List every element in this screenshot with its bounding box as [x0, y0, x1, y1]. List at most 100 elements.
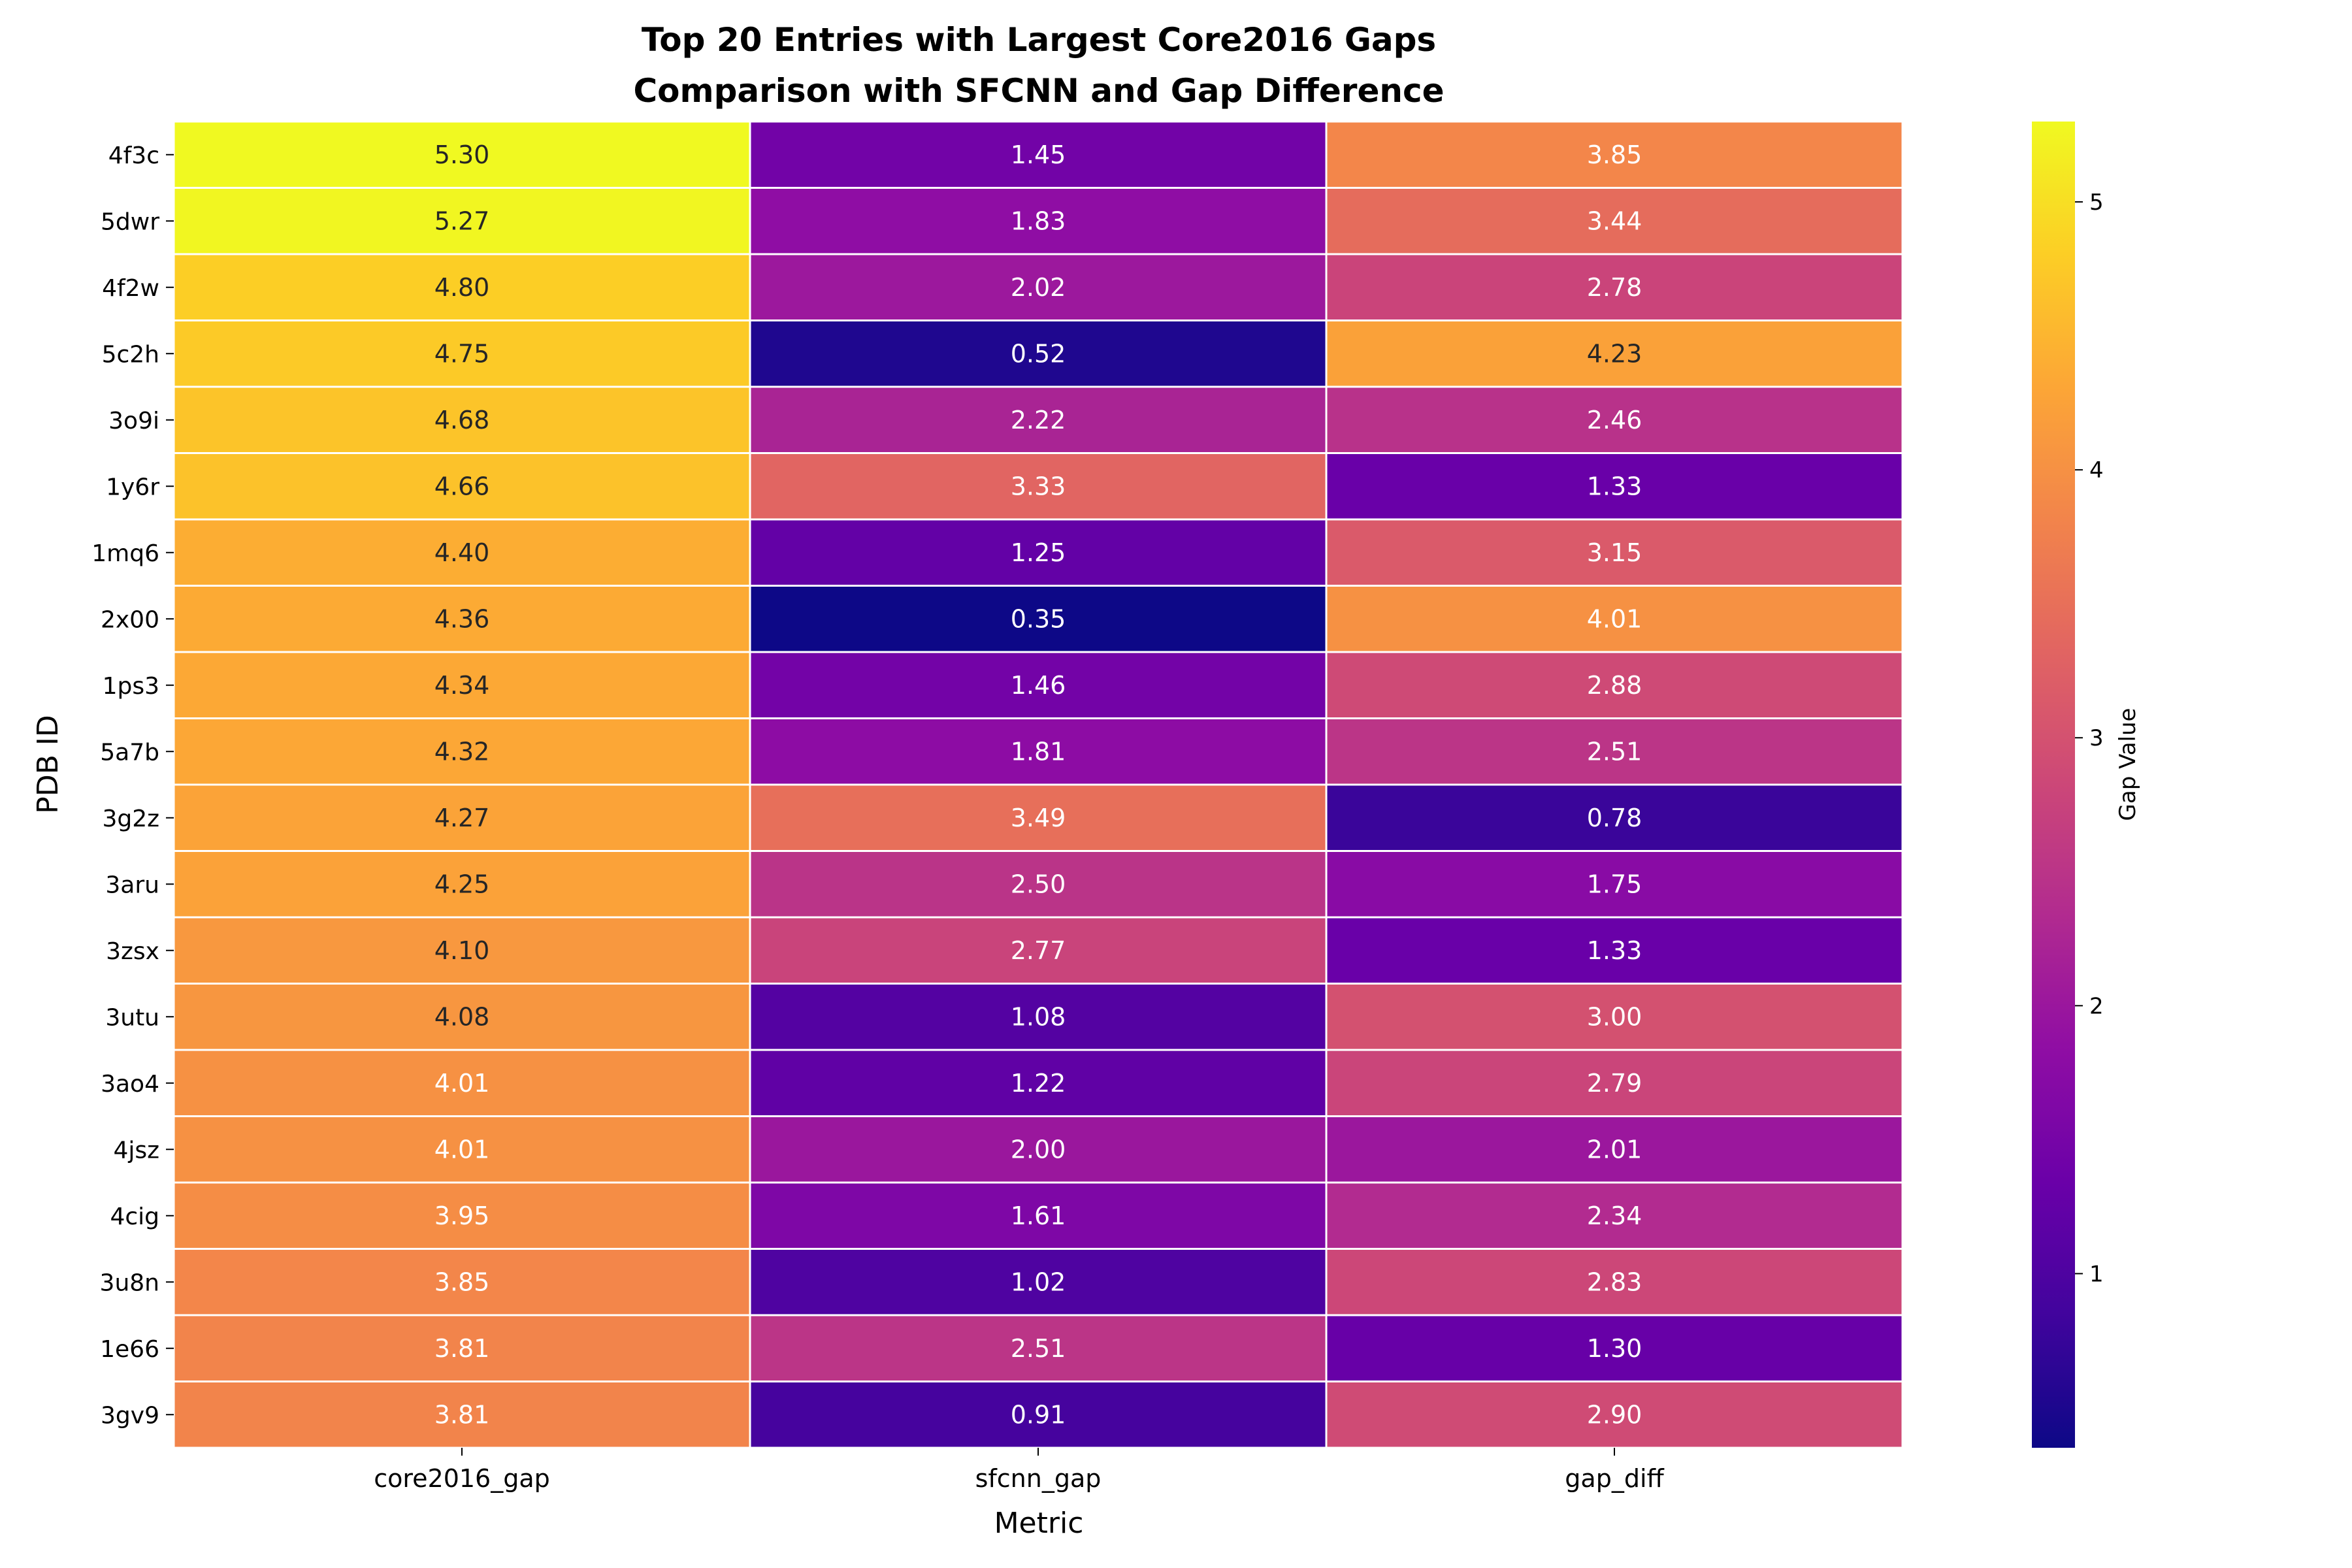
heatmap-cell: [172, 518, 751, 587]
cell-value-label: 1.81: [1011, 737, 1066, 766]
y-tick-label: 4jsz: [113, 1137, 159, 1164]
y-tick-label: 1y6r: [106, 474, 159, 500]
y-tick-label: 5c2h: [102, 341, 159, 368]
heatmap-cell: [1325, 983, 1904, 1051]
heatmap-cell: [1325, 1115, 1904, 1184]
cell-value-label: 2.88: [1587, 671, 1642, 700]
heatmap-cell: [172, 983, 751, 1051]
heatmap-cell: [749, 585, 1328, 653]
y-tick-label: 1mq6: [91, 540, 159, 567]
cell-value-label: 4.23: [1587, 339, 1642, 368]
y-tick-label: 3g2z: [102, 806, 159, 832]
heatmap-cell: [749, 1314, 1328, 1382]
heatmap-cell: [172, 1049, 751, 1117]
colorbar: 1 2 3 4 5: [2032, 122, 2104, 1448]
heatmap-cell: [1325, 850, 1904, 919]
cell-value-label: 3.95: [434, 1201, 490, 1230]
heatmap-cell: [172, 319, 751, 388]
heatmap-cell: [172, 717, 751, 786]
cell-value-label: 1.02: [1011, 1267, 1066, 1296]
cell-value-label: 0.78: [1587, 804, 1642, 832]
y-tick-label: 2x00: [101, 606, 159, 633]
heatmap-cell: [1325, 585, 1904, 653]
cell-value-label: 4.08: [434, 1002, 490, 1031]
cell-value-labels: 5.30 1.45 3.85 5.27 1.83 3.44 4.80 2.02 2.78 4.75…: [434, 140, 1642, 1429]
y-axis-label: PDB ID: [31, 715, 65, 813]
heatmap-cell: [1325, 1049, 1904, 1117]
cell-value-label: 1.25: [1011, 538, 1066, 567]
heatmap-cell: [1325, 651, 1904, 719]
cell-value-label: 2.90: [1587, 1400, 1642, 1429]
y-tick-label: 3utu: [105, 1004, 159, 1031]
colorbar-tick-label: 1: [2089, 1261, 2104, 1287]
colorbar-tick-label: 3: [2089, 725, 2104, 751]
heatmap-cell: [749, 253, 1328, 321]
heatmap-cell: [1325, 1248, 1904, 1316]
y-tick-label: 1ps3: [103, 673, 159, 700]
heatmap-cell: [749, 1115, 1328, 1184]
cell-value-label: 5.30: [434, 140, 490, 169]
cell-value-label: 4.10: [434, 936, 490, 965]
x-tick-label: core2016_gap: [374, 1464, 550, 1493]
heatmap-cell: [749, 1380, 1328, 1449]
cell-value-label: 2.79: [1587, 1069, 1642, 1098]
chart-title-line-1: Top 20 Entries with Largest Core2016 Gap…: [642, 21, 1436, 59]
heatmap-cell: [1325, 1181, 1904, 1250]
cell-value-label: 3.85: [1587, 140, 1642, 169]
y-tick-label: 5a7b: [100, 739, 159, 766]
heatmap-cell: [172, 651, 751, 719]
cell-value-label: 1.33: [1587, 472, 1642, 500]
x-tick-label: sfcnn_gap: [975, 1464, 1102, 1493]
heatmap-cell: [172, 120, 751, 189]
y-tick-label: 5dwr: [101, 208, 159, 235]
colorbar-tick-label: 5: [2089, 189, 2104, 216]
cell-value-label: 2.77: [1011, 936, 1066, 965]
y-tick-label: 1e66: [100, 1336, 159, 1363]
cell-value-label: 4.25: [434, 870, 490, 898]
cell-value-label: 2.34: [1587, 1201, 1642, 1230]
cell-value-label: 4.66: [434, 472, 490, 500]
y-tick-label: 4cig: [110, 1203, 159, 1230]
colorbar-label: Gap Value: [2115, 708, 2141, 821]
x-tick-label: gap_diff: [1565, 1464, 1664, 1493]
cell-value-label: 4.40: [434, 538, 490, 567]
cell-value-label: 3.85: [434, 1267, 490, 1296]
cell-value-label: 4.32: [434, 737, 490, 766]
heatmap-cell: [1325, 452, 1904, 521]
cell-value-label: 3.15: [1587, 538, 1642, 567]
cell-value-label: 4.01: [1587, 604, 1642, 633]
cell-value-label: 2.50: [1011, 870, 1066, 898]
cell-value-label: 4.75: [434, 339, 490, 368]
heatmap-cell: [172, 916, 751, 985]
cell-value-label: 0.52: [1011, 339, 1066, 368]
y-tick-label: 3ao4: [101, 1071, 159, 1098]
heatmap-cell: [172, 1181, 751, 1250]
heatmap-cell: [1325, 319, 1904, 388]
heatmap-cell: [749, 385, 1328, 454]
cell-value-label: 3.33: [1011, 472, 1066, 500]
cell-value-label: 4.34: [434, 671, 490, 700]
colorbar-tick-label: 4: [2089, 457, 2104, 483]
colorbar-gradient: [2032, 122, 2075, 1448]
y-tick-label: 3zsx: [106, 938, 159, 965]
cell-value-label: 3.44: [1587, 206, 1642, 235]
heatmap-cells: [172, 120, 1904, 1449]
cell-value-label: 2.51: [1011, 1334, 1066, 1363]
cell-value-label: 4.68: [434, 406, 490, 434]
cell-value-label: 2.00: [1011, 1135, 1066, 1164]
chart-title-line-2: Comparison with SFCNN and Gap Difference: [633, 72, 1444, 110]
cell-value-label: 4.01: [434, 1135, 490, 1164]
cell-value-label: 3.81: [434, 1334, 490, 1363]
heatmap-cell: [1325, 518, 1904, 587]
heatmap-cell: [749, 1248, 1328, 1316]
cell-value-label: 4.80: [434, 273, 490, 302]
cell-value-label: 2.78: [1587, 273, 1642, 302]
cell-value-label: 1.45: [1011, 140, 1066, 169]
cell-value-label: 1.33: [1587, 936, 1642, 965]
cell-value-label: 1.46: [1011, 671, 1066, 700]
x-axis-label: Metric: [994, 1507, 1084, 1540]
cell-value-label: 2.51: [1587, 737, 1642, 766]
cell-value-label: 1.22: [1011, 1069, 1066, 1098]
heatmap-cell: [749, 1181, 1328, 1250]
